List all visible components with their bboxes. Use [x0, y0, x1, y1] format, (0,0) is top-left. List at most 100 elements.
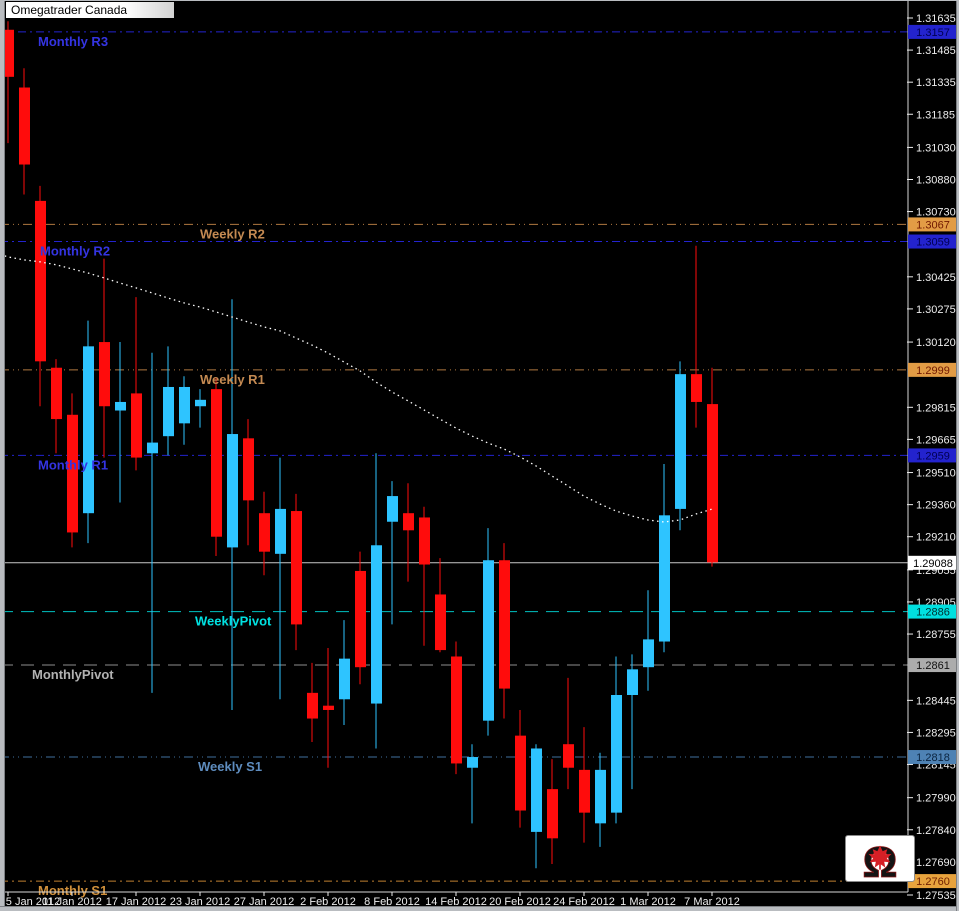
price-tick-label: 1.30425: [916, 272, 956, 284]
chart-title-box: Omegatrader Canada: [6, 2, 174, 18]
price-badge-monthly_r2: [908, 234, 958, 249]
candle-body: [307, 692, 318, 719]
price-tick-label: 1.30880: [916, 174, 956, 186]
candle-body: [627, 669, 638, 696]
candle-body: [67, 414, 78, 533]
price-tick-label: 1.31485: [916, 45, 956, 57]
date-tick-label: 1 Mar 2012: [620, 896, 676, 908]
price-badge-label-current-price: 1.29088: [913, 558, 953, 570]
candle-body: [419, 517, 430, 565]
price-tick-label: 1.30120: [916, 337, 956, 349]
level-label-weekly_s1: Weekly S1: [198, 759, 262, 774]
price-tick-label: 1.27535: [916, 890, 956, 902]
window-border-bottom: [0, 906, 959, 911]
candle-body: [3, 29, 14, 77]
price-badge-label-monthly_s1: 1.2760: [916, 876, 950, 888]
price-badge-monthly_r3: [908, 24, 958, 39]
price-badge-label-weekly_pivot: 1.2886: [916, 607, 950, 619]
date-tick-label: 11 Jan 2012: [42, 896, 102, 908]
candle-body: [147, 442, 158, 454]
price-badge-weekly_r2: [908, 217, 958, 232]
price-tick-label: 1.31185: [916, 109, 955, 121]
level-label-monthly_r2: Monthly R2: [40, 244, 110, 259]
price-tick-label: 1.31030: [916, 142, 956, 154]
level-label-monthly_r1: Monthly R1: [38, 457, 108, 472]
price-tick-label: 1.30730: [916, 207, 956, 219]
date-tick-label: 5 Jan 2012: [6, 896, 60, 908]
candle-body: [51, 367, 62, 420]
date-tick-label: 2 Feb 2012: [300, 896, 356, 908]
candle-body: [611, 695, 622, 813]
price-badge-label-weekly_s1: 1.2818: [916, 752, 950, 764]
level-label-weekly_pivot: WeeklyPivot: [195, 614, 272, 629]
candle-body: [115, 401, 126, 411]
price-badge-label-weekly_r2: 1.3067: [916, 219, 950, 231]
candle-body: [275, 508, 286, 554]
candle-body: [643, 639, 654, 668]
date-tick-label: 20 Feb 2012: [489, 896, 551, 908]
level-label-monthly_pivot: MonthlyPivot: [32, 667, 114, 682]
candle-body: [387, 496, 398, 522]
candle-body: [547, 789, 558, 839]
candle-body: [243, 438, 254, 501]
price-tick-label: 1.28445: [916, 695, 956, 707]
candle-body: [19, 87, 30, 165]
candle-body: [131, 393, 142, 458]
candle-body: [195, 399, 206, 407]
price-tick-label: 1.27690: [916, 857, 956, 869]
candle-body: [163, 386, 174, 437]
candle-body: [291, 511, 302, 625]
candle-body: [531, 748, 542, 832]
price-tick-label: 1.29360: [916, 500, 956, 512]
candle-body: [579, 769, 590, 813]
price-tick-label: 1.29665: [916, 434, 956, 446]
date-tick-label: 23 Jan 2012: [170, 896, 231, 908]
price-badge-weekly_r1: [908, 362, 958, 377]
date-tick-label: 24 Feb 2012: [553, 896, 615, 908]
date-tick-label: 8 Feb 2012: [364, 896, 420, 908]
price-badge-current-price: [908, 555, 958, 570]
window-border-left: [0, 0, 5, 911]
candle-body: [35, 200, 46, 362]
candle-body: [435, 594, 446, 651]
candle-body: [259, 513, 270, 552]
candle-body: [323, 705, 334, 710]
price-badge-label-weekly_r1: 1.2999: [916, 365, 950, 377]
window-border-top: [0, 0, 959, 1]
candle-body: [467, 757, 478, 768]
candle-body: [99, 342, 110, 407]
price-badge-weekly_pivot: [908, 604, 958, 619]
candle-body: [499, 560, 510, 689]
price-badge-monthly_r1: [908, 448, 958, 463]
level-label-weekly_r1: Weekly R1: [200, 372, 265, 387]
price-tick-label: 1.30275: [916, 304, 956, 316]
candle-body: [339, 658, 350, 700]
price-badge-weekly_s1: [908, 750, 958, 765]
level-label-monthly_s1: Monthly S1: [38, 883, 107, 898]
price-badge-monthly_pivot: [908, 658, 958, 673]
candle-body: [659, 515, 670, 642]
date-tick-label: 14 Feb 2012: [425, 896, 487, 908]
price-badge-monthly_s1: [908, 874, 958, 889]
candle-body: [403, 513, 414, 531]
date-tick-label: 27 Jan 2012: [234, 896, 295, 908]
candle-body: [483, 560, 494, 721]
candle-body: [179, 386, 190, 424]
candle-body: [675, 374, 686, 509]
price-tick-label: 1.27990: [916, 793, 956, 805]
price-badge-label-monthly_pivot: 1.2861: [916, 660, 950, 672]
price-badge-label-monthly_r1: 1.2959: [916, 450, 950, 462]
candle-body: [371, 545, 382, 704]
candle-body: [227, 434, 238, 548]
omega-maple-leaf-icon: Ω: [862, 838, 898, 888]
candle-body: [515, 735, 526, 811]
candle-body: [563, 744, 574, 768]
chart-title: Omegatrader Canada: [11, 3, 128, 17]
candle-body: [211, 389, 222, 537]
date-tick-label: 7 Mar 2012: [684, 896, 740, 908]
moving-average-line: [0, 253, 713, 523]
date-tick-label: 17 Jan 2012: [106, 896, 167, 908]
price-tick-label: 1.29210: [916, 532, 956, 544]
